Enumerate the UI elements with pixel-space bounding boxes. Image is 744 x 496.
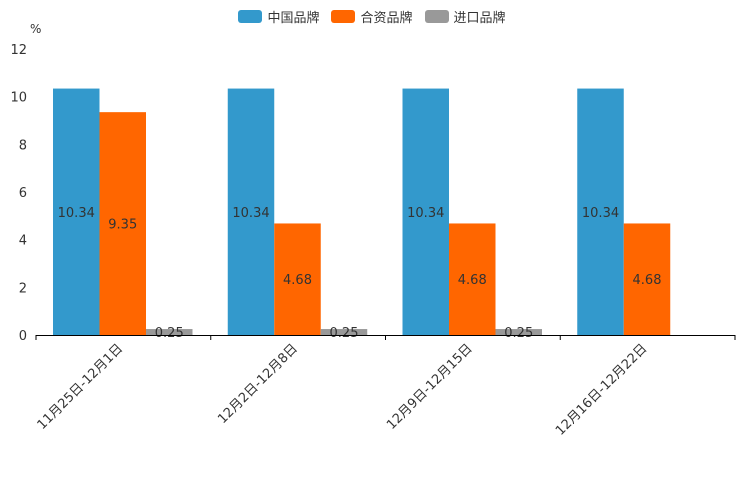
y-tick-label: 2 xyxy=(19,281,27,296)
bar xyxy=(320,329,368,335)
data-label: 10.34 xyxy=(407,206,444,221)
legend-item-china[interactable]: 中国品牌 xyxy=(238,7,319,26)
bar xyxy=(146,329,193,335)
bar xyxy=(227,88,275,336)
data-label: 4.68 xyxy=(633,273,662,288)
bar xyxy=(402,88,449,336)
x-tick-label: 12月16日-12月22日 xyxy=(553,341,650,438)
data-label: 10.34 xyxy=(582,206,619,221)
bar xyxy=(274,223,321,335)
legend-label-china: 中国品牌 xyxy=(267,11,320,26)
y-tick-label: 0 xyxy=(19,329,27,344)
bar xyxy=(577,88,624,336)
legend-swatch-china xyxy=(238,10,263,23)
x-tick-label: 12月2日-12月8日 xyxy=(215,341,301,427)
y-tick-label: 4 xyxy=(19,234,27,249)
data-label: 10.34 xyxy=(58,206,95,221)
legend: 中国品牌 合资品牌 进口品牌 xyxy=(0,7,744,26)
bar xyxy=(623,223,671,335)
data-label: 10.34 xyxy=(232,206,269,221)
data-label: 9.35 xyxy=(108,218,137,233)
x-tick-label: 11月25日-12月1日 xyxy=(35,341,127,433)
legend-item-import[interactable]: 进口品牌 xyxy=(424,7,506,26)
data-label: 4.68 xyxy=(458,273,487,288)
data-label: 0.25 xyxy=(504,326,533,341)
legend-item-jv[interactable]: 合资品牌 xyxy=(331,7,413,26)
legend-swatch-import xyxy=(424,10,449,23)
data-label: 0.25 xyxy=(330,326,359,341)
legend-swatch-jv xyxy=(331,10,356,23)
bar xyxy=(53,88,100,336)
x-tick-label: 12月9日-12月15日 xyxy=(384,341,476,433)
bar xyxy=(495,329,542,335)
y-tick-label: 8 xyxy=(19,138,27,153)
y-tick-label: 12 xyxy=(10,43,27,58)
y-axis-unit: % xyxy=(30,22,42,36)
y-tick-label: 10 xyxy=(10,91,27,106)
legend-label-import: 进口品牌 xyxy=(453,11,506,26)
data-label: 0.25 xyxy=(155,326,184,341)
y-tick-label: 6 xyxy=(19,186,27,201)
bar xyxy=(449,223,496,335)
bar xyxy=(99,112,146,336)
data-label: 4.68 xyxy=(283,273,312,288)
legend-label-jv: 合资品牌 xyxy=(360,11,413,26)
